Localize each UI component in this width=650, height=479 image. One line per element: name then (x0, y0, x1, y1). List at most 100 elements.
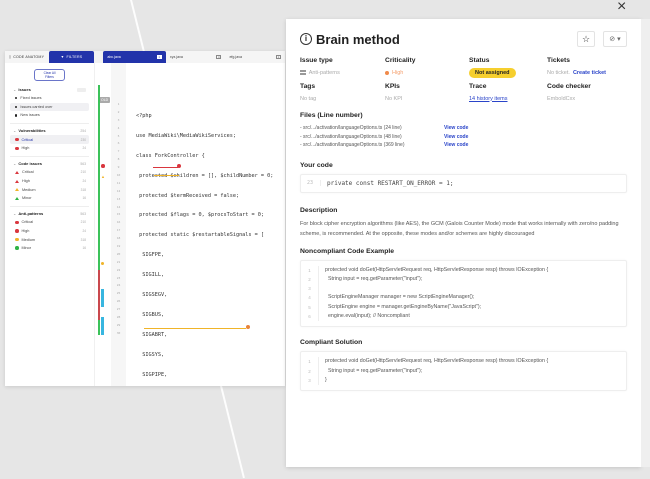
code-line: 2 String input = req.getParameter("input… (301, 274, 626, 285)
blue-change-block (101, 317, 104, 335)
group-title: Issues (18, 87, 31, 92)
code-line: 3} (301, 375, 626, 386)
tab-filters[interactable]: ▼ FILTERS (48, 51, 95, 63)
filter-item-label: Critical (21, 220, 34, 225)
bullet-icon (15, 105, 18, 109)
filter-item-new-issues[interactable]: New issues (10, 111, 89, 120)
filter-item-vuln-high[interactable]: High 24 (10, 144, 89, 153)
issue-detail-panel: i Brain method ☆ ⊘ ▾ Issue type Anti-patt… (286, 19, 650, 467)
page-title: i Brain method (300, 32, 400, 47)
clear-all-filters-button[interactable]: Clear All Filters (34, 69, 65, 81)
close-tab-icon[interactable]: × (275, 55, 281, 59)
blue-change-block (101, 289, 104, 307)
description-text: For block cipher encryption algorithms (… (300, 220, 619, 237)
filter-item-code-medium[interactable]: Medium 318 (10, 185, 89, 194)
filter-item-count: 210 (80, 220, 86, 225)
filter-item-label: Medium (21, 237, 36, 242)
code-line: <?php (136, 113, 152, 119)
filter-item-label: High (22, 179, 30, 184)
close-icon[interactable]: × (617, 0, 627, 15)
tags-label: Tags (300, 83, 316, 90)
files-list: - src/.../activation/languageOptions.ts … (300, 124, 627, 150)
code-line: SIGSEGV, (136, 292, 168, 299)
file-tab-abc[interactable]: abc.java × (103, 51, 166, 63)
critical-dot-icon (15, 220, 19, 225)
filter-item-code-minor[interactable]: Minor 16 (10, 194, 89, 203)
filter-group-anti-patterns[interactable]: ⌄ Anti-patterns 563 (10, 209, 89, 218)
divider (10, 205, 89, 207)
code-text: private const RESTART_ON_ERROR = 1; (327, 179, 454, 187)
tickets-value: No ticket. (547, 69, 570, 76)
anatomy-icon: ▯ (9, 55, 12, 59)
view-code-link[interactable]: View code (444, 142, 469, 149)
view-code-link[interactable]: View code (444, 125, 469, 132)
issue-markers-gutter: ▲ (101, 63, 111, 386)
noncompliant-title: Noncompliant Code Example (300, 247, 395, 255)
visibility-dropdown-button[interactable]: ⊘ ▾ (603, 31, 627, 47)
code-line: use MediaWiki\MediaWikiServices; (136, 132, 236, 139)
filter-item-issues-carried-over[interactable]: Issues carried over (10, 102, 89, 112)
warning-underline[interactable] (144, 328, 246, 329)
file-tab-efg[interactable]: efg.java × (225, 51, 285, 63)
anti-patterns-icon (300, 69, 306, 76)
star-button[interactable]: ☆ (577, 31, 595, 47)
file-tab-xyz[interactable]: xyz.java × (165, 51, 226, 63)
code-line: protected static $restartableSignals = [ (136, 232, 265, 239)
filter-item-anti-medium[interactable]: Medium 318 (10, 235, 89, 244)
change-indicator-strip (98, 63, 101, 386)
editor-topbar: ▯ CODE ANATOMY ▼ FILTERS abc.java × xyz.… (5, 51, 285, 63)
create-ticket-link[interactable]: Create ticket (572, 69, 606, 76)
filter-item-label: New issues (20, 113, 40, 118)
warning-marker-icon[interactable]: ▲ (101, 174, 105, 179)
line-numbers: 1 2 3 4 5 6 7 8 9 10 11 12 13 14 15 16 17 18 19 20 21 22 23 24 2… (111, 63, 126, 386)
panel-scrollbar[interactable] (641, 19, 650, 467)
filter-group-issues[interactable]: ⌄ Issues (10, 85, 89, 94)
filter-item-code-critical[interactable]: Critical 210 (10, 168, 89, 177)
code-content[interactable]: <?php use MediaWiki\MediaWikiServices; c… (126, 63, 285, 386)
background-line (220, 385, 245, 479)
filter-item-count: 230 (80, 137, 86, 142)
close-tab-icon[interactable]: × (156, 55, 162, 59)
filter-item-anti-minor[interactable]: Minor 16 (10, 244, 89, 253)
status-badge[interactable]: Not assigned (469, 67, 516, 78)
filter-item-anti-critical[interactable]: Critical 210 (10, 218, 89, 227)
filter-item-label: Issues carried over (20, 104, 53, 109)
warning-underline[interactable] (154, 175, 179, 176)
chevron-down-icon: ⌄ (13, 87, 17, 92)
code-line: 6 engine.eval(input); // Noncompliant (301, 311, 626, 322)
line-number: 23 (307, 180, 321, 186)
group-count: 563 (80, 161, 86, 166)
code-line: protected $children = [], $childNumber =… (136, 172, 274, 179)
history-items-link[interactable]: 14 history items (469, 95, 508, 102)
kpis-value: No KPI (385, 95, 403, 102)
filter-item-count: 16 (82, 246, 86, 251)
filter-item-vuln-critical[interactable]: Critical 230 (10, 135, 89, 144)
view-code-link[interactable]: View code (444, 133, 469, 140)
filter-item-fixed-issues[interactable]: Fixed issues (10, 94, 89, 103)
medium-marker-icon[interactable] (101, 262, 104, 265)
filter-item-label: Fixed issues (20, 96, 42, 101)
filter-item-code-high[interactable]: High 24 (10, 177, 89, 186)
trace-label: Trace (469, 83, 487, 90)
description-title: Description (300, 206, 338, 214)
filter-group-code-issues[interactable]: ⌄ Code issues 563 (10, 159, 89, 168)
code-line: 2 String input = req.getParameter("input… (301, 366, 626, 376)
code-line: SIGBUS, (136, 311, 165, 318)
your-code-title: Your code (300, 161, 333, 169)
compliant-code-box: 1 protected void doGet(HttpServletRequest… (300, 351, 627, 392)
code-line: SIGILL, (136, 272, 165, 279)
critical-underline[interactable] (153, 167, 178, 168)
critical-marker-icon[interactable] (101, 164, 105, 168)
filter-item-label: Critical (22, 170, 34, 175)
criticality-label: Criticality (385, 57, 416, 64)
filter-group-vulnerabilities[interactable]: ⌄ Vulnerabilities 254 (10, 126, 89, 135)
tab-code-anatomy[interactable]: ▯ CODE ANATOMY (5, 51, 49, 63)
file-tab-label: efg.java (229, 55, 243, 59)
file-path: - src/.../activation/languageOptions.ts … (300, 142, 405, 149)
issue-metadata-grid: Issue type Anti-patterns Criticality Hig… (300, 57, 627, 104)
critical-triangle-icon (15, 170, 19, 174)
code-checker-value: EmboldCxx (547, 95, 576, 102)
close-tab-icon[interactable]: × (216, 55, 222, 59)
filter-item-anti-high[interactable]: High 24 (10, 227, 89, 236)
code-editor[interactable]: OLD ▲ 1 2 3 4 5 6 7 8 9 10 11 12 13 14 15 16 17 18 19 20 21 2… (95, 63, 285, 386)
